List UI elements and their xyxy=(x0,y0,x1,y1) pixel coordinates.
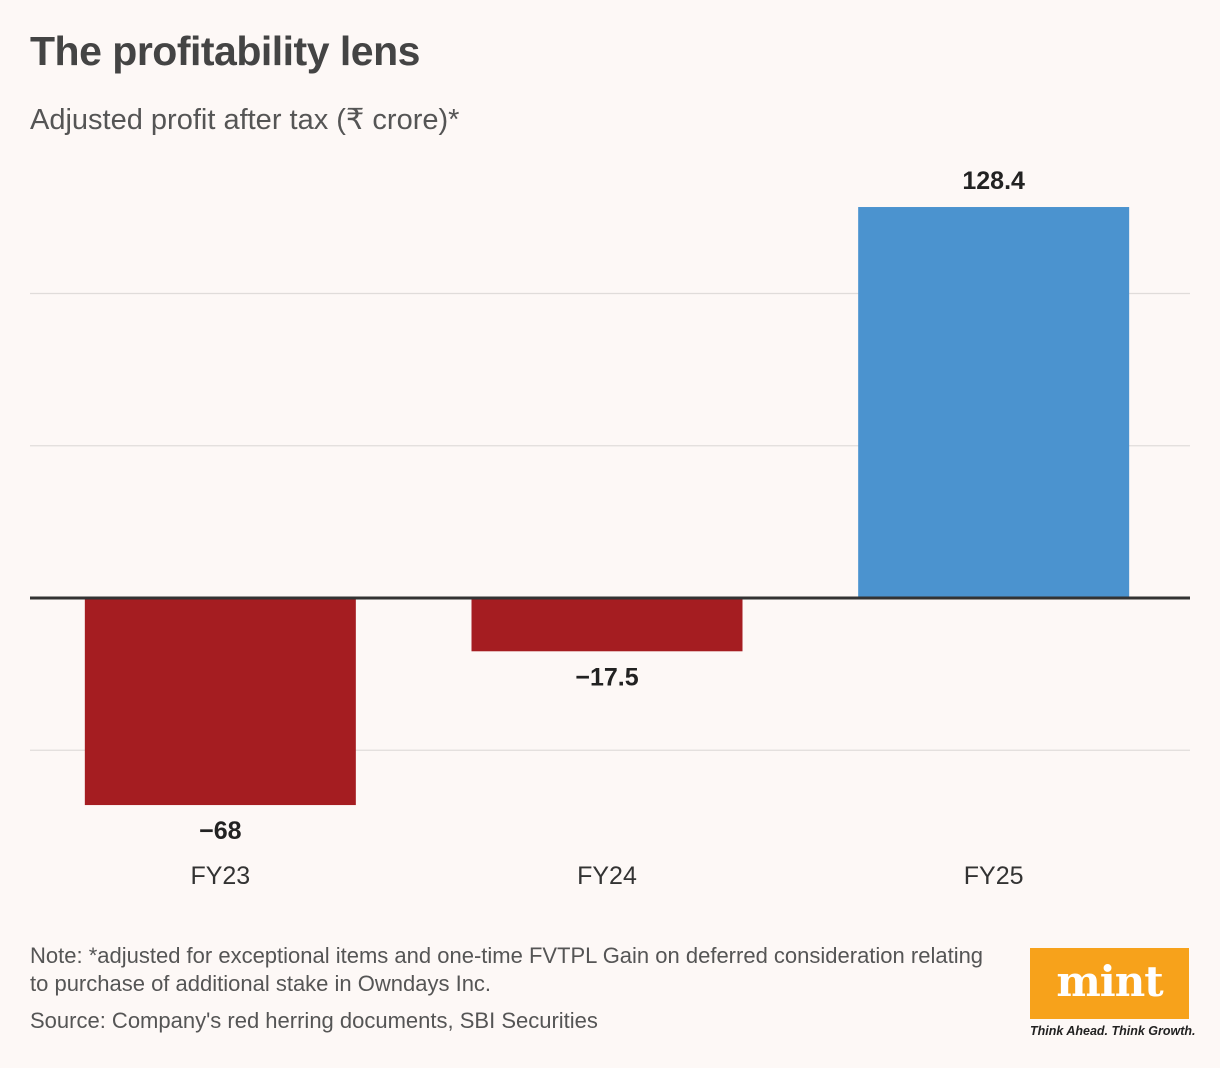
category-label: FY24 xyxy=(577,862,637,890)
chart-subtitle: Adjusted profit after tax (₹ crore)* xyxy=(30,104,460,136)
mint-logo: mint xyxy=(1030,948,1189,1019)
brand-tagline: Think Ahead. Think Growth. xyxy=(1030,1024,1196,1038)
chart-source: Source: Company's red herring documents,… xyxy=(30,1008,598,1033)
category-label: FY23 xyxy=(190,862,250,890)
bar-fy23 xyxy=(84,598,356,806)
category-label: FY25 xyxy=(964,862,1024,890)
chart-note: Note: *adjusted for exceptional items an… xyxy=(30,943,984,996)
bar-chart: −68 FY23 −17.5 FY24 128.4 FY25 xyxy=(30,167,1190,890)
data-label: −17.5 xyxy=(575,663,638,691)
bar-fy24 xyxy=(471,598,743,652)
chart-title: The profitability lens xyxy=(30,28,420,74)
data-label: −68 xyxy=(199,817,242,845)
bar-fy25 xyxy=(858,207,1130,598)
data-label: 128.4 xyxy=(962,167,1025,195)
